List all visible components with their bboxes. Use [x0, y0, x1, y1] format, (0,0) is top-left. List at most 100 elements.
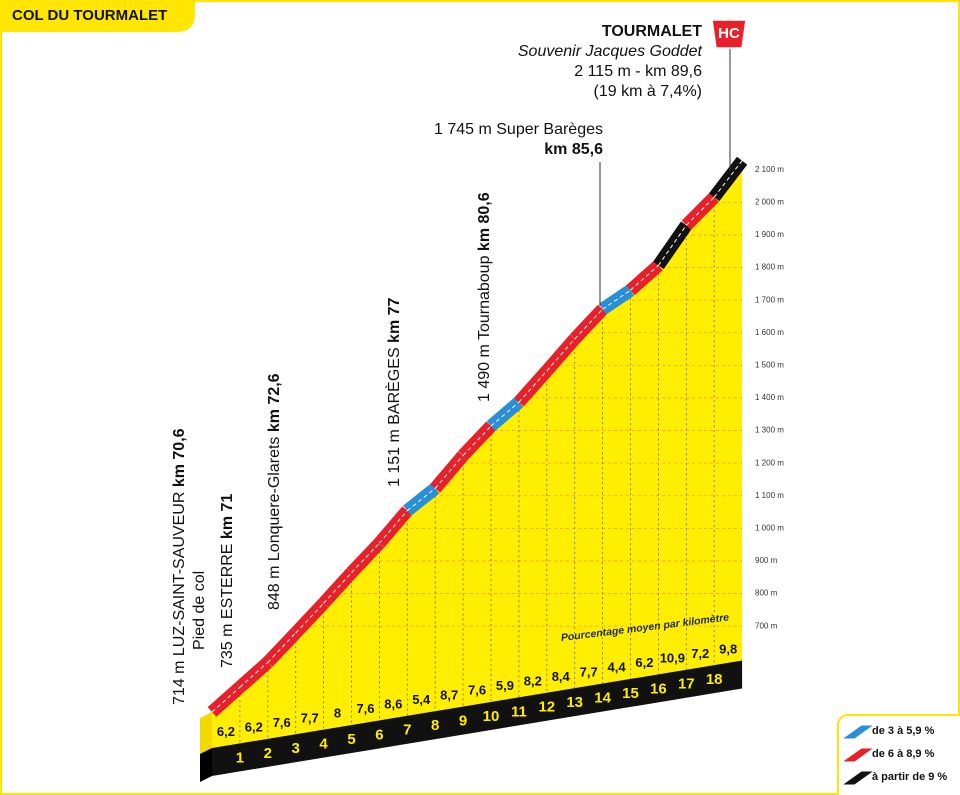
- annotation-place: 1 490 m Tournaboup: [476, 251, 493, 402]
- pass-km: km 85,6: [544, 141, 603, 158]
- annotation-note: Pied de col: [191, 571, 208, 650]
- title: COL DU TOURMALET: [12, 7, 167, 24]
- profile-centerline: [630, 265, 659, 291]
- gradient-segment: [318, 568, 357, 608]
- side-strip: [200, 748, 212, 782]
- annotation: 714 m LUZ-SAINT-SAUVEUR km 70,6: [171, 428, 188, 705]
- km-label: 10: [483, 708, 500, 725]
- legend-swatch: [843, 748, 873, 762]
- annotation-km: km 72,6: [266, 373, 283, 432]
- y-tick-label: 1 800 m: [755, 263, 784, 272]
- legend-label: de 6 à 8,9 %: [872, 748, 935, 760]
- gradient-label: 7,7: [580, 664, 598, 679]
- legend-label: à partir de 9 %: [872, 771, 947, 783]
- km-label: 1: [236, 749, 244, 766]
- legend-box: [837, 714, 960, 795]
- y-tick-label: 1 700 m: [755, 295, 784, 304]
- y-tick-label: 1 500 m: [755, 360, 784, 369]
- category-flag: [711, 19, 747, 49]
- gradient-label: 6,2: [217, 724, 235, 739]
- gradient-segment: [681, 192, 719, 230]
- y-tick-label: 1 100 m: [755, 491, 784, 500]
- gradient-label: 8,7: [440, 687, 458, 702]
- gradient-label: 8,4: [552, 669, 571, 684]
- gradient-segment: [290, 598, 329, 638]
- y-tick-label: 1 300 m: [755, 426, 784, 435]
- gradient-label: 8: [334, 706, 341, 721]
- gradient-label: 10,9: [660, 650, 685, 665]
- y-tick-label: 1 600 m: [755, 328, 784, 337]
- profile-centerline: [239, 661, 269, 688]
- gradient-segment: [458, 421, 496, 460]
- summit-climb: (19 km à 7,4%): [594, 83, 702, 100]
- km-label: 11: [511, 703, 527, 720]
- annotation-km: km 70,6: [171, 428, 188, 487]
- km-label: 12: [538, 699, 555, 716]
- legend-label: de 3 à 5,9 %: [872, 725, 935, 737]
- gradient-label: 8,6: [384, 697, 402, 712]
- y-tick-label: 800 m: [755, 589, 778, 598]
- km-label: 18: [706, 671, 723, 688]
- legend-swatch: [843, 771, 873, 785]
- annotation-place: 848 m Lonquere-Glarets: [266, 432, 283, 610]
- profile-centerline: [211, 686, 241, 713]
- profile-centerline: [546, 338, 576, 372]
- profile-centerline: [434, 455, 464, 489]
- y-tick-label: 2 000 m: [755, 197, 784, 206]
- y-tick-label: 2 100 m: [755, 165, 784, 174]
- annotation-km: km 71: [219, 494, 236, 539]
- profile-centerline: [602, 289, 631, 310]
- profile-centerline: [490, 401, 520, 427]
- km-label: 7: [403, 722, 411, 739]
- gradient-label: 5,9: [496, 678, 514, 693]
- annotation-place: 735 m ESTERRE: [219, 539, 236, 668]
- km-strip: [212, 660, 743, 776]
- y-tick-label: 1 200 m: [755, 458, 784, 467]
- category: HC: [718, 25, 740, 42]
- gradient-label: 7,7: [301, 710, 319, 725]
- title-box: [0, 0, 195, 32]
- annotation-km: km 77: [386, 297, 403, 342]
- km-label: 9: [459, 713, 467, 730]
- gradient-segment: [346, 538, 385, 578]
- gradient-label: 7,6: [356, 701, 374, 716]
- annotation-place: 1 151 m BARÈGES: [384, 343, 403, 487]
- pass-name: 1 745 m Super Barèges: [434, 121, 603, 138]
- gradient-label: 5,4: [412, 692, 431, 707]
- km-label: 16: [650, 680, 667, 697]
- gradient-label: 8,2: [524, 673, 542, 688]
- gradient-segment: [263, 628, 301, 667]
- profile-centerline: [379, 510, 408, 544]
- y-tick-label: 900 m: [755, 556, 778, 565]
- gradient-segment: [514, 366, 552, 407]
- summit-detail: 2 115 m - km 89,6: [574, 63, 702, 80]
- profile-centerline: [713, 160, 743, 198]
- summit-subtitle: Souvenir Jacques Goddet: [518, 43, 703, 60]
- km-label: 3: [292, 740, 300, 757]
- profile-centerline: [406, 487, 436, 511]
- y-tick-label: 700 m: [755, 621, 778, 630]
- legend-swatch: [843, 725, 873, 739]
- summit-name: TOURMALET: [602, 23, 702, 40]
- gradient-label: 7,6: [468, 683, 486, 698]
- km-label: 8: [431, 717, 439, 734]
- km-label: 15: [622, 685, 639, 702]
- y-tick-label: 1 000 m: [755, 523, 784, 532]
- gradient-segment: [569, 304, 608, 344]
- gradient-label: 4,4: [608, 660, 627, 675]
- km-label: 2: [264, 745, 272, 762]
- annotation: 848 m Lonquere-Glarets km 72,6: [266, 373, 283, 610]
- y-tick-label: 1 900 m: [755, 230, 784, 239]
- km-label: 6: [375, 726, 383, 743]
- gradient-label: 7,6: [273, 715, 291, 730]
- annotation-place: 714 m LUZ-SAINT-SAUVEUR: [171, 487, 188, 705]
- annotation: 735 m ESTERRE km 71: [219, 494, 236, 668]
- km-label: 13: [566, 694, 583, 711]
- y-tick-label: 1 400 m: [755, 393, 784, 402]
- km-label: 5: [347, 731, 355, 748]
- annotation-km: km 80,6: [476, 192, 493, 251]
- side-face: [200, 712, 212, 754]
- km-label: 14: [594, 690, 611, 707]
